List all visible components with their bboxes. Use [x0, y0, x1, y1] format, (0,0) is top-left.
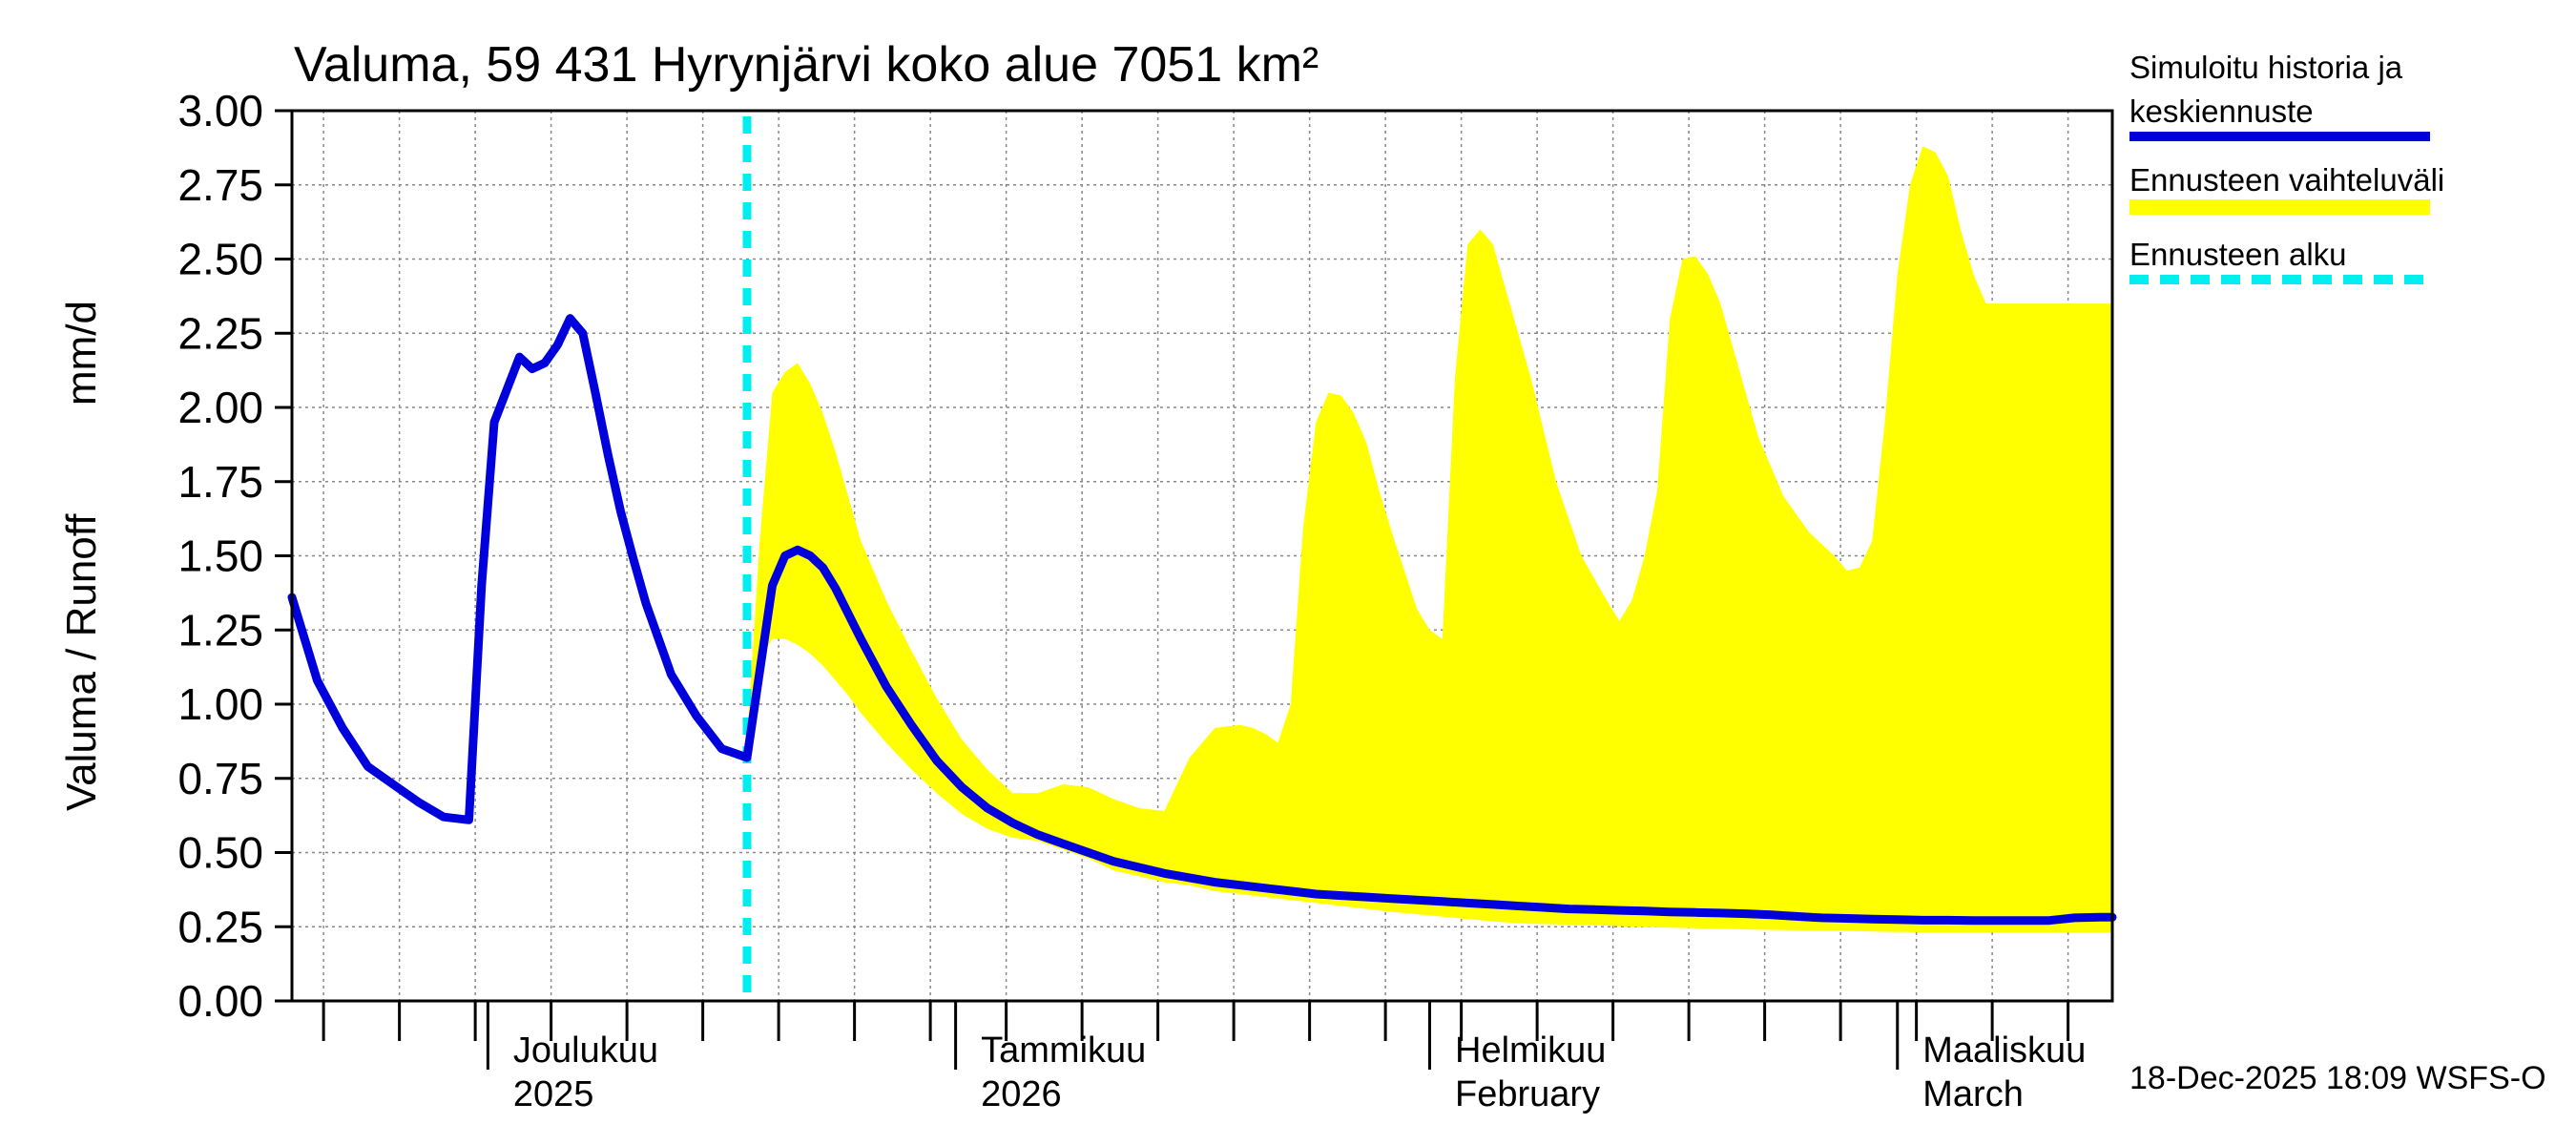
y-tick-label: 0.50: [177, 828, 263, 878]
footer-timestamp: 18-Dec-2025 18:09 WSFS-O: [2129, 1060, 2546, 1096]
y-tick-label: 0.75: [177, 754, 263, 803]
y-tick-label: 1.00: [177, 679, 263, 729]
y-tick-label: 3.00: [177, 86, 263, 135]
legend-range-label: Ennusteen vaihteluväli: [2129, 162, 2444, 198]
y-tick-label: 0.25: [177, 902, 263, 951]
x-year-label: 2025: [513, 1074, 594, 1114]
x-month-label: Joulukuu: [513, 1030, 658, 1071]
legend: Simuloitu historia ja keskiennuste Ennus…: [2129, 50, 2444, 284]
y-tick-label: 1.25: [177, 605, 263, 655]
x-year-label: March: [1922, 1074, 2024, 1114]
legend-start-label: Ennusteen alku: [2129, 237, 2347, 272]
y-tick-label: 2.75: [177, 160, 263, 210]
y-tick-label: 1.75: [177, 457, 263, 507]
y-tick-label: 2.25: [177, 308, 263, 358]
x-month-label: Helmikuu: [1455, 1030, 1606, 1071]
y-tick-label: 2.00: [177, 383, 263, 432]
x-year-label: February: [1455, 1074, 1600, 1114]
x-month-label: Maaliskuu: [1922, 1030, 2086, 1071]
simulated-history-line: [287, 314, 2117, 926]
legend-history-label-2: keskiennuste: [2129, 94, 2314, 129]
axes: 0.00 0.25 0.50 0.75 1.00 1.25 1.50 1.75 2.00 2.25…: [177, 86, 2086, 1114]
forecast-range-band: [747, 146, 2112, 933]
y-axis-unit: mm/d: [58, 301, 105, 406]
y-tick-label: 1.50: [177, 531, 263, 581]
x-year-label: 2026: [981, 1074, 1062, 1114]
y-axis-label: Valuma / Runoff: [58, 513, 105, 811]
x-month-label: Tammikuu: [981, 1030, 1146, 1071]
legend-history-label-1: Simuloitu historia ja: [2129, 50, 2403, 85]
y-tick-label: 0.00: [177, 976, 263, 1026]
chart-title: Valuma, 59 431 Hyrynjärvi koko alue 7051…: [294, 37, 1319, 93]
y-tick-label: 2.50: [177, 235, 263, 284]
